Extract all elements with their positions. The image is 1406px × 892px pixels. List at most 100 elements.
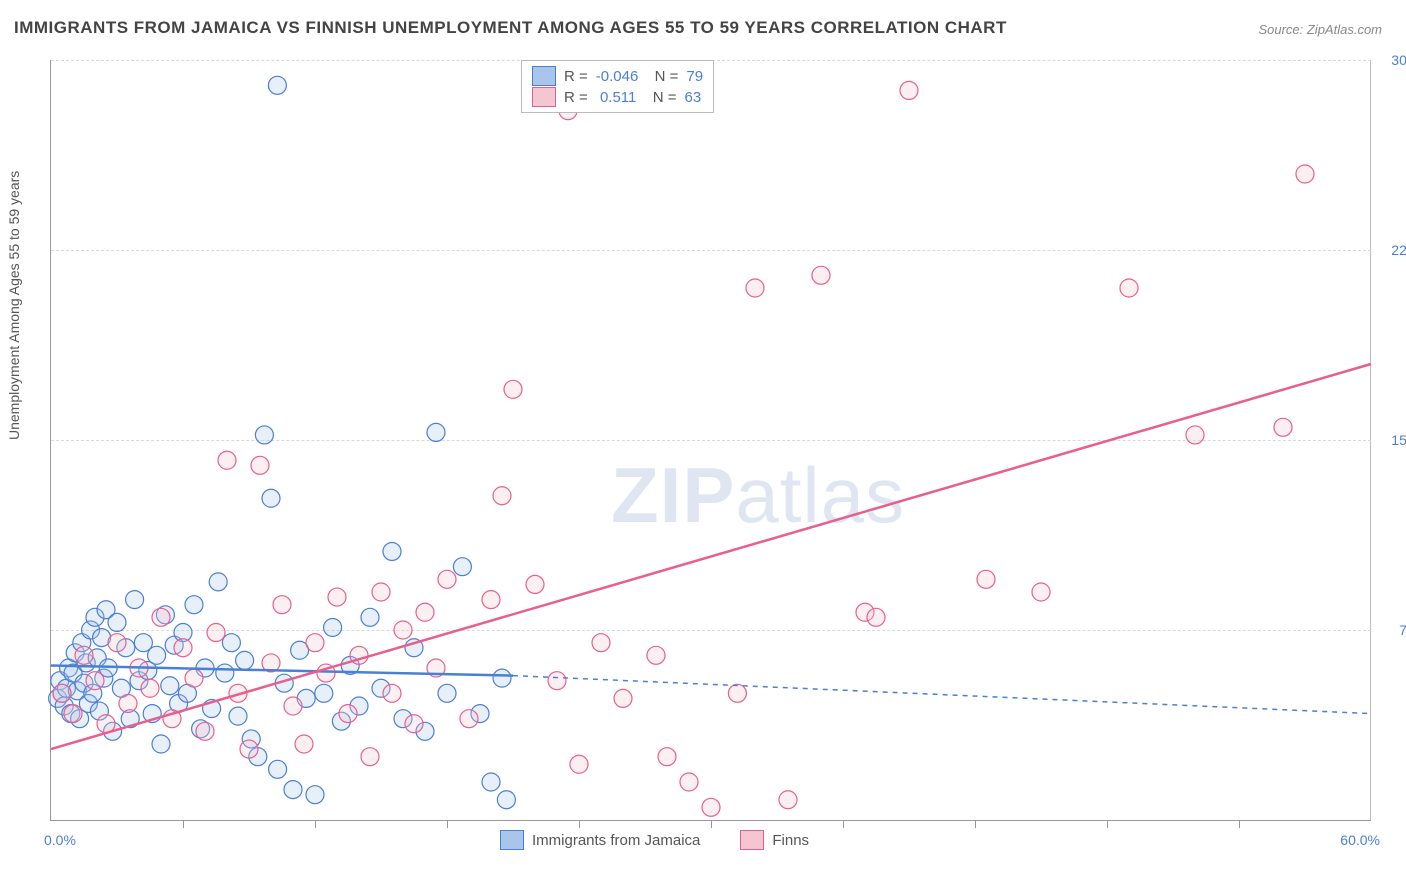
y-tick-label: 7.5% xyxy=(1379,622,1406,638)
data-point xyxy=(1296,165,1314,183)
data-point xyxy=(647,646,665,664)
data-point xyxy=(174,639,192,657)
page-title: IMMIGRANTS FROM JAMAICA VS FINNISH UNEMP… xyxy=(14,18,1007,38)
legend-r-jamaica: -0.046 xyxy=(596,68,639,85)
data-point xyxy=(526,575,544,593)
y-tick-label: 15.0% xyxy=(1379,432,1406,448)
data-point xyxy=(592,634,610,652)
data-point xyxy=(394,621,412,639)
data-point xyxy=(251,456,269,474)
data-point xyxy=(383,684,401,702)
data-point xyxy=(658,748,676,766)
data-point xyxy=(209,573,227,591)
data-point xyxy=(255,426,273,444)
legend-row-finns: R = 0.511 N = 63 xyxy=(532,87,703,107)
legend-row-jamaica: R = -0.046 N = 79 xyxy=(532,66,703,86)
data-point xyxy=(504,380,522,398)
data-point xyxy=(1186,426,1204,444)
data-point xyxy=(207,624,225,642)
data-point xyxy=(216,664,234,682)
x-tick xyxy=(315,820,316,828)
data-point xyxy=(427,423,445,441)
data-point xyxy=(416,603,434,621)
chart-plot-area: ZIPatlas R = -0.046 N = 79 R = 0.511 N =… xyxy=(50,60,1371,821)
x-tick xyxy=(579,820,580,828)
data-point xyxy=(570,755,588,773)
legend-r-label: R = xyxy=(564,89,588,106)
data-point xyxy=(64,705,82,723)
data-point xyxy=(372,583,390,601)
data-point xyxy=(328,588,346,606)
data-point xyxy=(295,735,313,753)
trend-line xyxy=(51,364,1371,749)
x-tick xyxy=(843,820,844,828)
data-point xyxy=(361,748,379,766)
data-point xyxy=(306,634,324,652)
data-point xyxy=(702,798,720,816)
data-point xyxy=(460,710,478,728)
data-point xyxy=(977,570,995,588)
data-point xyxy=(680,773,698,791)
y-axis-label: Unemployment Among Ages 55 to 59 years xyxy=(6,171,22,440)
data-point xyxy=(383,542,401,560)
swatch-finns-bottom xyxy=(740,830,764,850)
data-point xyxy=(497,791,515,809)
data-point xyxy=(229,707,247,725)
data-point xyxy=(306,786,324,804)
data-point xyxy=(152,735,170,753)
data-point xyxy=(108,634,126,652)
data-point xyxy=(1032,583,1050,601)
data-point xyxy=(284,781,302,799)
data-point xyxy=(108,613,126,631)
correlation-legend: R = -0.046 N = 79 R = 0.511 N = 63 xyxy=(521,60,714,113)
x-tick xyxy=(447,820,448,828)
swatch-jamaica-bottom xyxy=(500,830,524,850)
data-point xyxy=(339,705,357,723)
x-tick xyxy=(975,820,976,828)
swatch-finns xyxy=(532,87,556,107)
data-point xyxy=(53,684,71,702)
x-axis-max-label: 60.0% xyxy=(1340,832,1380,848)
data-point xyxy=(438,684,456,702)
data-point xyxy=(185,669,203,687)
data-point xyxy=(269,760,287,778)
data-point xyxy=(361,608,379,626)
data-point xyxy=(141,679,159,697)
legend-label-jamaica: Immigrants from Jamaica xyxy=(532,832,700,849)
data-point xyxy=(152,608,170,626)
legend-item-jamaica: Immigrants from Jamaica xyxy=(500,830,700,850)
data-point xyxy=(196,722,214,740)
data-point xyxy=(493,669,511,687)
source-attribution: Source: ZipAtlas.com xyxy=(1258,22,1382,37)
legend-item-finns: Finns xyxy=(740,830,809,850)
y-tick-label: 22.5% xyxy=(1379,242,1406,258)
data-point xyxy=(548,672,566,690)
data-point xyxy=(405,715,423,733)
data-point xyxy=(1274,418,1292,436)
data-point xyxy=(262,489,280,507)
data-point xyxy=(222,634,240,652)
x-tick xyxy=(1107,820,1108,828)
x-tick xyxy=(711,820,712,828)
legend-r-finns: 0.511 xyxy=(596,89,637,106)
data-point xyxy=(779,791,797,809)
data-point xyxy=(324,618,342,636)
y-tick-label: 30.0% xyxy=(1379,52,1406,68)
data-point xyxy=(86,672,104,690)
data-point xyxy=(453,558,471,576)
data-point xyxy=(218,451,236,469)
series-legend: Immigrants from Jamaica Finns xyxy=(500,830,809,850)
x-tick xyxy=(183,820,184,828)
swatch-jamaica xyxy=(532,66,556,86)
data-point xyxy=(482,591,500,609)
data-point xyxy=(185,596,203,614)
data-point xyxy=(315,684,333,702)
data-point xyxy=(438,570,456,588)
data-point xyxy=(900,81,918,99)
trend-line-extrapolated xyxy=(513,676,1371,714)
data-point xyxy=(75,646,93,664)
data-point xyxy=(284,697,302,715)
data-point xyxy=(240,740,258,758)
data-point xyxy=(1120,279,1138,297)
legend-n-finns: 63 xyxy=(684,89,701,106)
